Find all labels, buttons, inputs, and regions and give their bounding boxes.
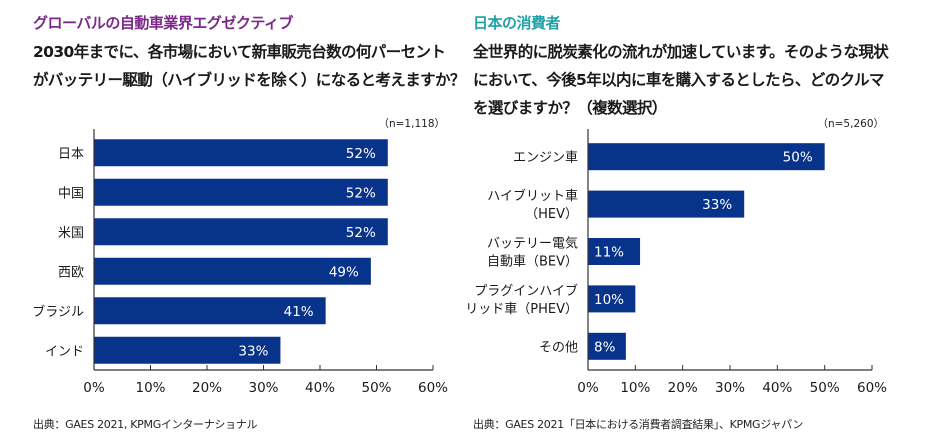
left-panel: グローバルの自動車業界エグゼクティブ 2030年までに、各市場において新車販売台… [32, 14, 465, 431]
left-source: 出典：GAES 2021, KPMGインターナショナル [33, 418, 258, 431]
bar-value-label: 8% [594, 339, 616, 355]
x-tick-label: 30% [248, 380, 278, 396]
bar-value-label: 33% [238, 343, 268, 359]
x-tick-label: 50% [810, 380, 840, 396]
left-question: 2030年までに、各市場において新車販売台数の何パーセント がバッテリー駆動（ハ… [33, 43, 465, 89]
x-tick-label: 0% [83, 380, 105, 396]
category-label: 日本 [58, 147, 84, 162]
bar [588, 238, 641, 265]
category-label: ブラジル [32, 304, 84, 320]
left-chart: （n=1,118） 52% 日本 52% 中国 52% 米国 49% 西欧 41% ブラジル 33% イ… [32, 118, 448, 396]
category-label: プラグインハイブ [474, 283, 578, 299]
category-label: インド [45, 344, 84, 359]
category-label: エンジン車 [513, 151, 578, 166]
x-tick-label: 30% [715, 380, 745, 396]
category-label: ハイブリット車 [487, 188, 578, 204]
category-label: リッド車（PHEV） [465, 302, 578, 317]
category-label: バッテリー電気 [487, 236, 578, 252]
right-source: 出典：GAES 2021「日本における消費者調査結果」、KPMGジャパン [473, 418, 804, 431]
bar [94, 139, 388, 167]
bar-value-label: 49% [329, 264, 359, 280]
x-tick-label: 40% [762, 380, 792, 396]
right-kicker: 日本の消費者 [473, 14, 561, 32]
category-label: 米国 [58, 226, 84, 241]
right-chart: （n=5,260） 50% エンジン車 33% ハイブリット車 （HEV） 11% バッテリー… [465, 118, 887, 396]
bar-value-label: 33% [702, 197, 732, 213]
bar [94, 178, 388, 206]
x-tick-label: 10% [135, 380, 165, 396]
category-label: その他 [539, 340, 578, 355]
category-label: 自動車（BEV） [487, 255, 578, 270]
x-tick-label: 20% [192, 380, 222, 396]
bar [588, 143, 825, 171]
bar-value-label: 11% [594, 245, 624, 261]
bar [588, 332, 626, 360]
x-tick-label: 20% [668, 380, 698, 396]
x-tick-label: 40% [305, 380, 335, 396]
bar [588, 190, 745, 218]
bar [94, 218, 388, 246]
sample-size-note: （n=5,260） [817, 118, 884, 130]
bar [94, 297, 326, 325]
bar-value-label: 41% [284, 304, 314, 320]
right-question: 全世界的に脱炭素化の流れが加速しています。そのような現状 において、今後5年以内… [473, 43, 889, 117]
right-panel: 日本の消費者 全世界的に脱炭素化の流れが加速しています。そのような現状 において… [465, 0, 940, 445]
category-label: 西欧 [58, 265, 84, 280]
bar-value-label: 50% [783, 150, 813, 166]
x-tick-label: 0% [577, 380, 599, 396]
bar-value-label: 10% [594, 292, 624, 308]
x-tick-label: 60% [418, 380, 448, 396]
bar-value-label: 52% [346, 185, 376, 201]
bar-value-label: 52% [346, 225, 376, 241]
left-kicker: グローバルの自動車業界エグゼクティブ [33, 14, 293, 32]
category-label: 中国 [58, 186, 84, 201]
category-label: （HEV） [525, 207, 578, 222]
sample-size-note: （n=1,118） [378, 118, 445, 130]
bar [588, 285, 636, 313]
bar [94, 257, 371, 285]
x-tick-label: 60% [857, 380, 887, 396]
x-tick-label: 10% [620, 380, 650, 396]
x-tick-label: 50% [361, 380, 391, 396]
bar [94, 336, 281, 364]
bar-value-label: 52% [346, 146, 376, 162]
